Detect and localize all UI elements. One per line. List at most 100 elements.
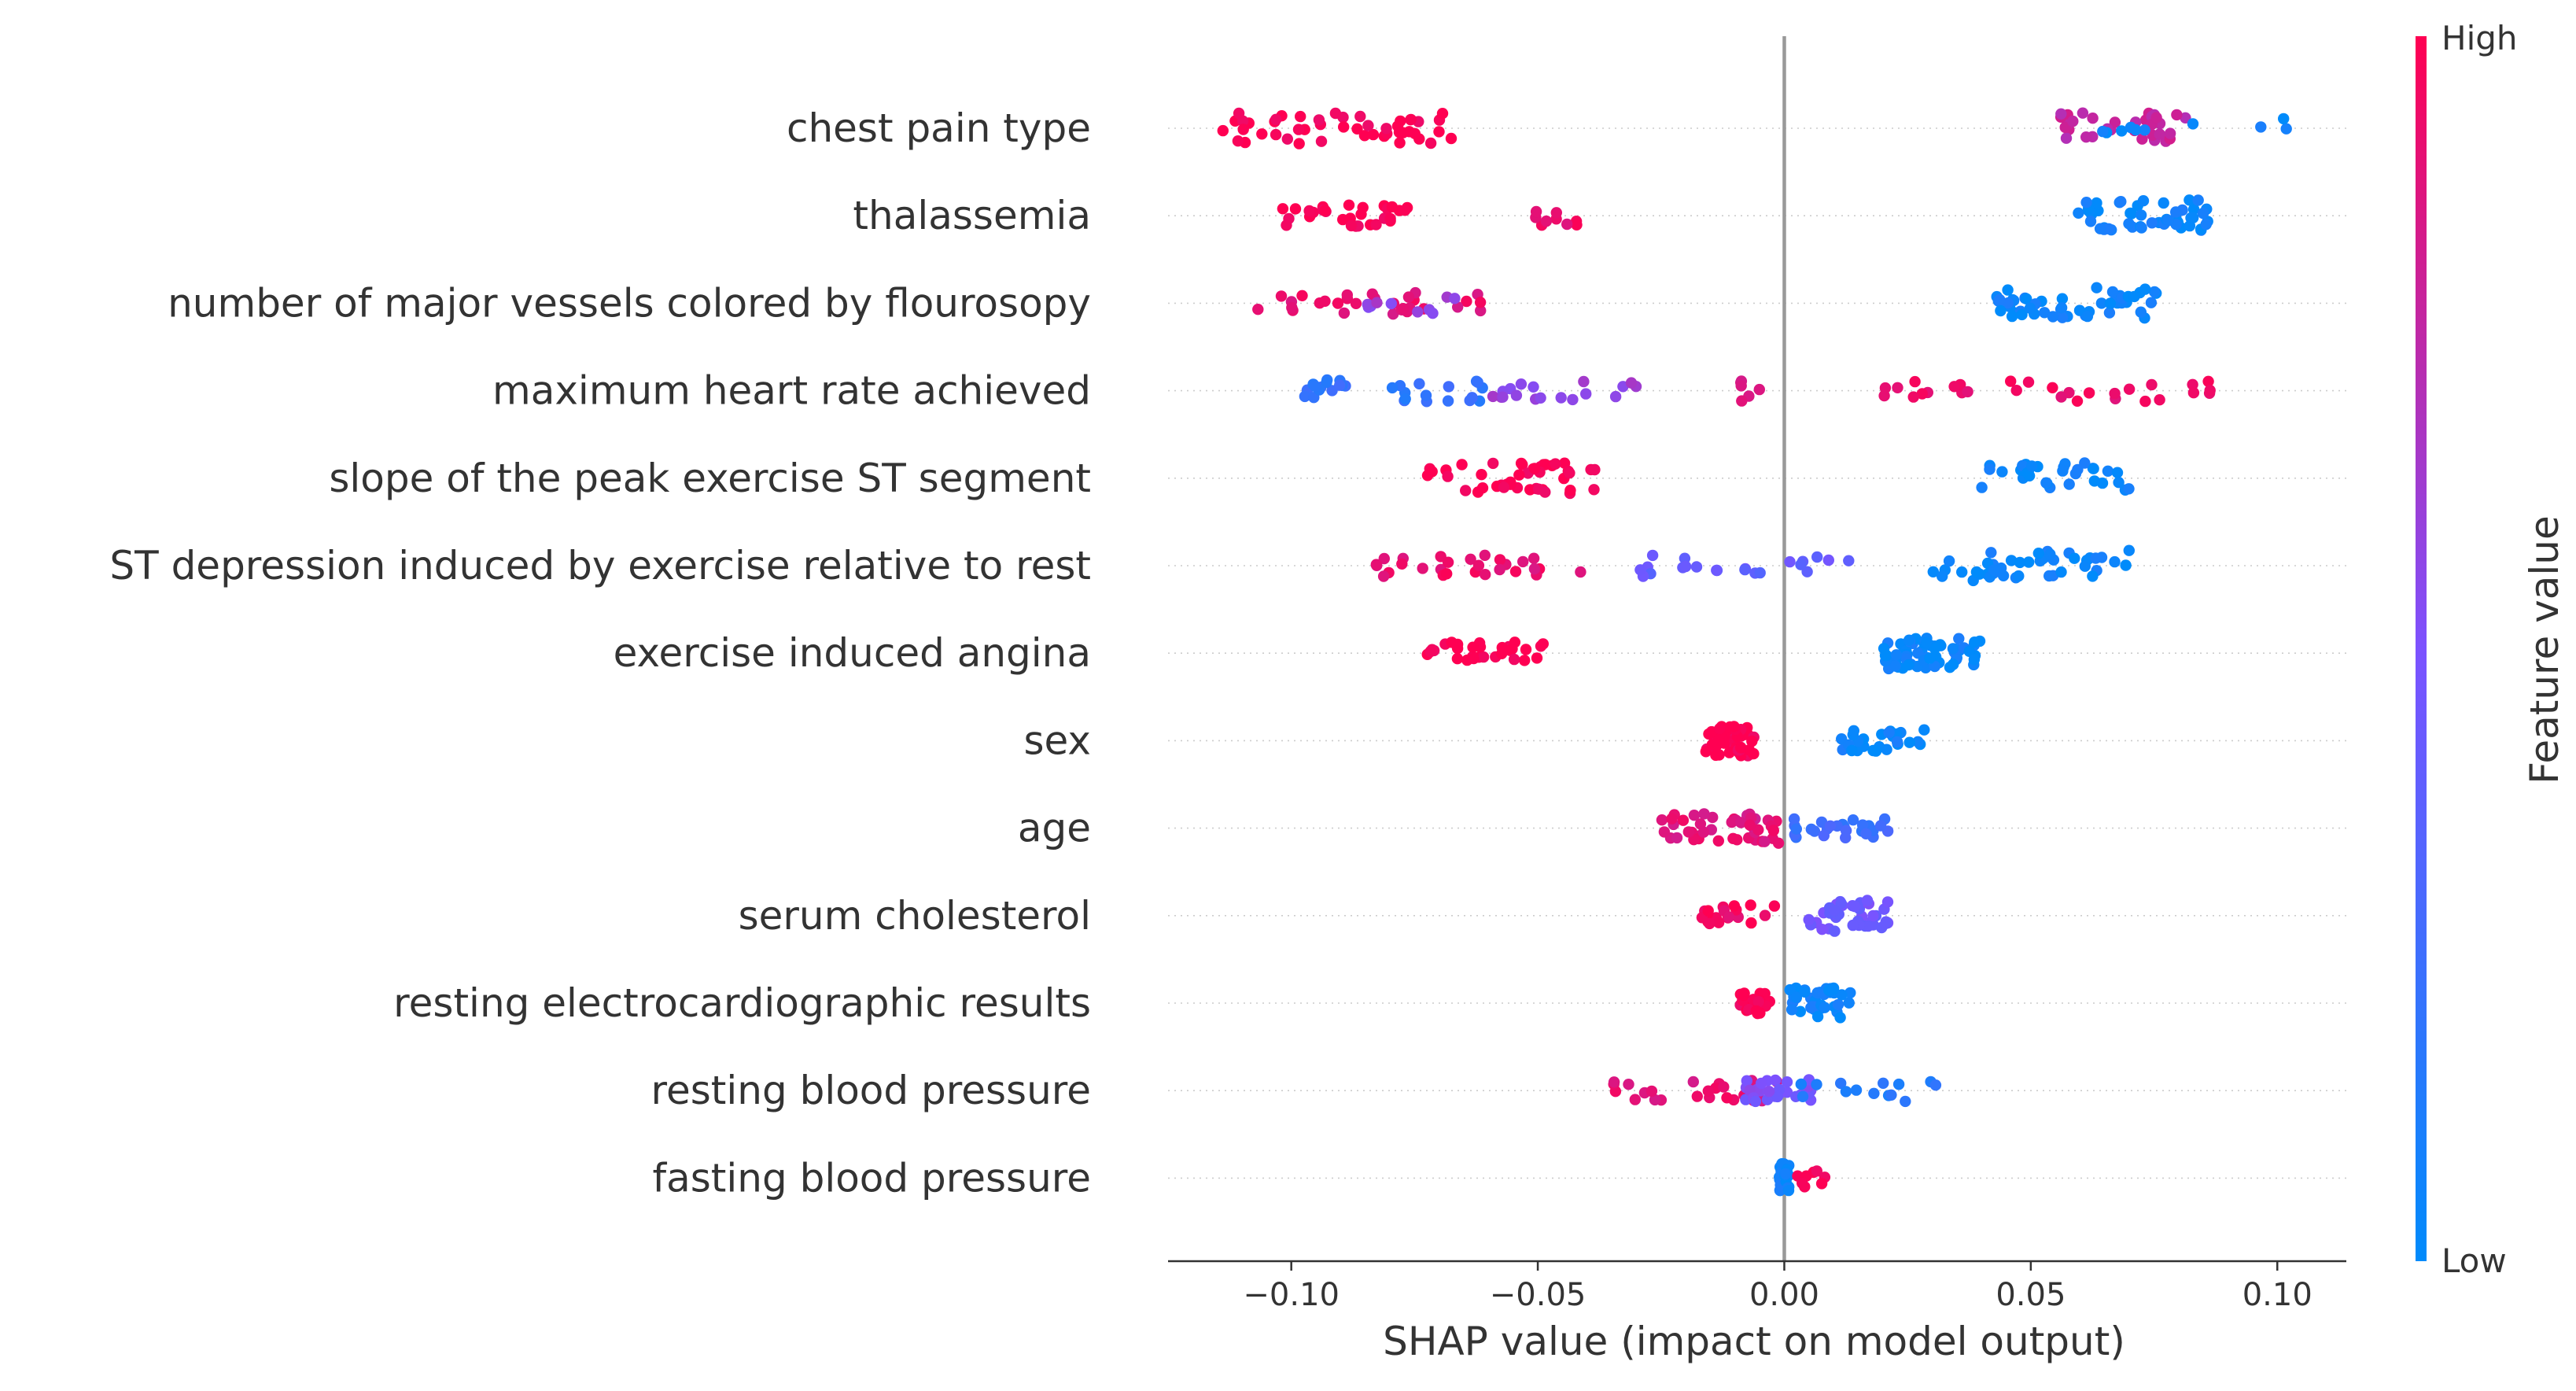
shap-point xyxy=(2154,128,2165,140)
shap-point xyxy=(1745,917,1757,929)
shap-point xyxy=(2022,376,2035,388)
shap-point xyxy=(1728,900,1741,912)
shap-point xyxy=(2106,286,2119,298)
shap-point xyxy=(1281,133,1294,145)
x-tick-label: 0.05 xyxy=(1996,1277,2066,1313)
shap-point xyxy=(1528,381,1539,393)
shap-point xyxy=(2109,116,2121,128)
feature-label: fasting blood pressure xyxy=(652,1155,1091,1201)
shap-point xyxy=(1666,813,1678,825)
shap-point xyxy=(1564,467,1575,479)
shap-point xyxy=(1441,568,1453,580)
shap-point xyxy=(1808,825,1821,837)
x-axis-title: SHAP value (impact on model output) xyxy=(1383,1319,2125,1364)
shap-point xyxy=(2139,124,2150,136)
shap-point xyxy=(1948,659,1959,670)
shap-point xyxy=(2278,113,2290,125)
shap-point xyxy=(1420,389,1432,401)
shap-point xyxy=(2136,133,2148,145)
shap-point xyxy=(1723,911,1735,923)
shap-point xyxy=(1256,128,1268,140)
shap-point xyxy=(1924,652,1936,664)
shap-point xyxy=(1953,633,1965,644)
shap-point xyxy=(1397,303,1410,315)
shap-point xyxy=(1679,560,1692,573)
shap-point xyxy=(1397,127,1410,138)
shap-point xyxy=(1892,382,1903,393)
shap-point xyxy=(2079,560,2091,572)
shap-point xyxy=(2137,195,2150,207)
shap-point xyxy=(2170,206,2182,218)
shap-point xyxy=(1734,742,1747,754)
shap-point xyxy=(1319,295,1331,307)
shap-point xyxy=(2069,552,2080,564)
shap-point xyxy=(2002,284,2014,296)
shap-point xyxy=(1749,1095,1762,1108)
shap-point xyxy=(1487,390,1499,403)
shap-point xyxy=(1903,659,1914,671)
shap-point xyxy=(2087,570,2099,582)
shap-point xyxy=(1413,378,1425,389)
shap-point xyxy=(1811,1079,1822,1090)
shap-point xyxy=(1790,823,1802,835)
shap-point xyxy=(1334,379,1346,391)
shap-point xyxy=(1445,132,1458,145)
shap-point xyxy=(1571,219,1583,231)
shap-point xyxy=(2090,552,2102,564)
shap-point xyxy=(1315,135,1328,147)
shap-point xyxy=(1836,989,1848,1001)
shap-point xyxy=(2171,109,2183,121)
shap-point xyxy=(1767,825,1779,836)
shap-point xyxy=(1281,220,1292,231)
shap-point xyxy=(1494,563,1505,576)
shap-point xyxy=(1385,297,1398,310)
shap-point xyxy=(2087,113,2099,124)
shap-point xyxy=(1487,457,1499,470)
shap-point xyxy=(1357,201,1369,213)
shap-point xyxy=(1746,735,1758,747)
shap-point xyxy=(2123,483,2135,495)
shap-point xyxy=(1649,1094,1661,1106)
shap-point xyxy=(1782,1184,1795,1197)
shap-point xyxy=(2047,382,2058,393)
shap-point xyxy=(2055,302,2068,314)
shap-point xyxy=(2200,218,2212,231)
shap-point xyxy=(1443,381,1455,393)
shap-point xyxy=(1498,482,1510,493)
shap-point xyxy=(1690,561,1703,573)
shap-point xyxy=(1412,306,1424,318)
shap-point xyxy=(1772,837,1785,849)
shap-point xyxy=(2184,194,2195,206)
shap-point xyxy=(1834,1012,1846,1024)
shap-point xyxy=(2077,107,2089,119)
shap-point xyxy=(2023,556,2035,568)
shap-point xyxy=(1881,896,1894,908)
shap-point xyxy=(1645,1085,1658,1098)
shap-point xyxy=(1520,644,1532,655)
shap-point xyxy=(1797,1177,1808,1190)
shap-point xyxy=(1739,563,1751,576)
shap-point xyxy=(1537,638,1550,650)
shap-point xyxy=(1497,391,1509,403)
shap-point xyxy=(1682,826,1694,838)
shap-point xyxy=(1818,829,1830,842)
shap-point xyxy=(1805,1002,1817,1014)
shap-point xyxy=(2056,312,2069,323)
shap-point xyxy=(1442,470,1454,482)
shap-point xyxy=(2164,127,2176,139)
colorbar-high-label: High xyxy=(2441,19,2518,57)
shap-point xyxy=(1771,1090,1783,1103)
shap-point xyxy=(1727,832,1739,845)
shap-point xyxy=(1962,386,1973,398)
shap-point xyxy=(2102,465,2114,477)
shap-point xyxy=(1878,1077,1889,1090)
shap-point xyxy=(1811,551,1823,563)
shap-point xyxy=(1754,1007,1766,1019)
shap-point xyxy=(1892,1078,1905,1090)
shap-point xyxy=(2187,212,2199,223)
shap-point xyxy=(2135,306,2147,318)
shap-point xyxy=(2081,310,2094,323)
shap-point xyxy=(1646,549,1659,562)
shap-point xyxy=(1442,395,1454,407)
